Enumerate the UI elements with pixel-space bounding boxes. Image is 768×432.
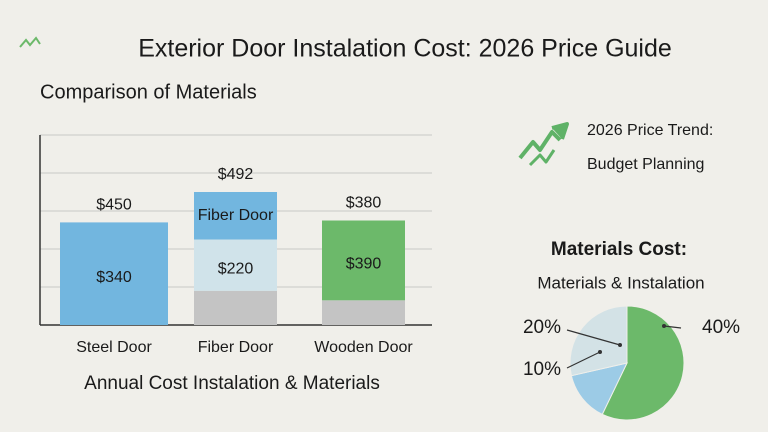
pie-slice bbox=[569, 305, 628, 377]
leader-dot bbox=[662, 324, 666, 328]
leader-line bbox=[566, 351, 601, 369]
trend-line2: Budget Planning bbox=[587, 156, 704, 173]
pie-title: Materials Cost: bbox=[551, 239, 687, 260]
segment-label: $220 bbox=[218, 260, 254, 277]
logo-icon bbox=[19, 36, 41, 48]
total-label: $492 bbox=[218, 166, 254, 183]
trend-icon bbox=[518, 122, 569, 167]
bar-segment bbox=[322, 220, 405, 301]
bar-segment bbox=[322, 300, 405, 325]
x-axis-label: Annual Cost Instalation & Materials bbox=[84, 373, 380, 394]
chart-title: Comparison of Materials bbox=[40, 81, 257, 103]
pie-slice bbox=[570, 362, 628, 416]
trend-line1: 2026 Price Trend: bbox=[587, 122, 713, 139]
leader-line bbox=[663, 325, 682, 329]
segment-label: $390 bbox=[346, 256, 382, 273]
slice-label: 20% bbox=[523, 317, 561, 338]
leader-dot bbox=[598, 350, 602, 354]
page-title: Exterior Door Instalation Cost: 2026 Pri… bbox=[138, 35, 672, 63]
bar-segment bbox=[194, 192, 277, 240]
total-label: $450 bbox=[96, 197, 132, 214]
segment-label: Fiber Door bbox=[198, 207, 274, 224]
x-tick-label: Steel Door bbox=[76, 339, 152, 356]
segment-label: $340 bbox=[96, 269, 132, 286]
bar-segment bbox=[194, 239, 277, 291]
leader-dot bbox=[618, 343, 622, 347]
x-tick-label: Fiber Door bbox=[198, 339, 274, 356]
slice-label: 40% bbox=[702, 317, 740, 338]
bar-segment bbox=[194, 290, 277, 325]
slice-label: 10% bbox=[523, 359, 561, 380]
pie-slice bbox=[601, 305, 685, 421]
pie-subtitle: Materials & Instalation bbox=[537, 273, 704, 292]
x-tick-label: Wooden Door bbox=[314, 339, 413, 356]
leader-line bbox=[566, 329, 621, 346]
total-label: $380 bbox=[346, 195, 382, 212]
bar-segment bbox=[60, 222, 168, 325]
